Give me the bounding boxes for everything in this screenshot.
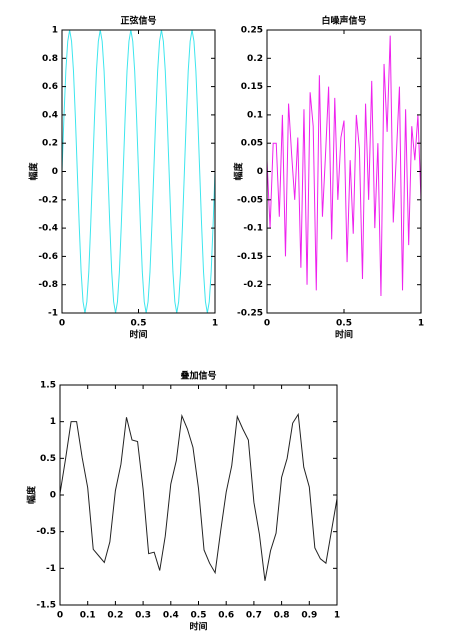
signal-line (59, 412, 338, 581)
y-tick-label: 0.8 (42, 54, 58, 64)
x-tick-label: 0.7 (246, 611, 262, 621)
y-tick-label: -0.8 (38, 280, 58, 290)
y-tick-label: 0.25 (241, 26, 263, 36)
y-tick-label: 0.6 (42, 82, 58, 92)
y-tick-label: 1.5 (40, 381, 56, 391)
y-tick-label: 1 (52, 26, 58, 36)
y-tick-label: -0.2 (243, 280, 263, 290)
signal-line (266, 35, 422, 297)
y-tick-label: 0 (52, 167, 58, 177)
x-tick-label: 0.5 (131, 319, 147, 329)
y-tick-label: 0 (257, 167, 263, 177)
y-tick-label: 0 (50, 491, 56, 501)
x-axis-label: 时间 (335, 329, 353, 341)
y-tick-label: -0.4 (38, 224, 58, 234)
x-tick-label: 0.3 (135, 611, 151, 621)
y-tick-label: -1.5 (36, 601, 56, 611)
x-tick-label: 0.8 (274, 611, 290, 621)
y-tick-label: -0.6 (38, 252, 58, 262)
x-tick-label: 0.4 (163, 611, 179, 621)
y-tick-label: -0.15 (237, 252, 263, 262)
x-axis-label: 时间 (129, 329, 147, 341)
x-tick-label: 0 (59, 319, 65, 329)
x-tick-label: 0.5 (336, 319, 352, 329)
x-tick-label: 0.9 (301, 611, 317, 621)
y-tick-label: 0.05 (241, 139, 263, 149)
signal-line (61, 29, 216, 314)
y-tick-label: -0.25 (237, 309, 263, 319)
y-tick-label: -0.5 (36, 527, 56, 537)
x-tick-label: 0 (57, 611, 63, 621)
y-tick-label: 0.5 (40, 454, 56, 464)
x-tick-label: 0.1 (80, 611, 96, 621)
x-tick-label: 0.5 (191, 611, 207, 621)
y-tick-label: 1 (50, 417, 56, 427)
x-tick-label: 1 (334, 611, 340, 621)
y-axis-label: 幅度 (26, 485, 38, 504)
axes-box (266, 29, 422, 314)
y-tick-label: 0.2 (42, 139, 58, 149)
x-tick-label: 1 (418, 319, 424, 329)
subplot-title: 正弦信号 (120, 15, 156, 27)
y-tick-label: 0.15 (241, 82, 263, 92)
x-tick-label: 1 (212, 319, 218, 329)
y-tick-label: 0.1 (247, 110, 263, 120)
x-tick-label: 0 (264, 319, 270, 329)
subplot-title: 叠加信号 (180, 370, 216, 382)
y-tick-label: 0.4 (42, 110, 58, 120)
y-tick-label: -1 (46, 564, 56, 574)
y-axis-label: 幅度 (233, 162, 245, 181)
y-tick-label: 0.2 (247, 54, 263, 64)
y-tick-label: -0.1 (243, 224, 263, 234)
y-tick-label: -0.05 (237, 195, 263, 205)
y-tick-label: -1 (48, 309, 58, 319)
y-axis-label: 幅度 (28, 162, 40, 181)
subplot-title: 白噪声信号 (321, 15, 366, 27)
y-tick-label: -0.2 (38, 195, 58, 205)
x-tick-label: 0.6 (218, 611, 234, 621)
x-tick-label: 0.2 (107, 611, 123, 621)
x-axis-label: 时间 (189, 621, 207, 633)
